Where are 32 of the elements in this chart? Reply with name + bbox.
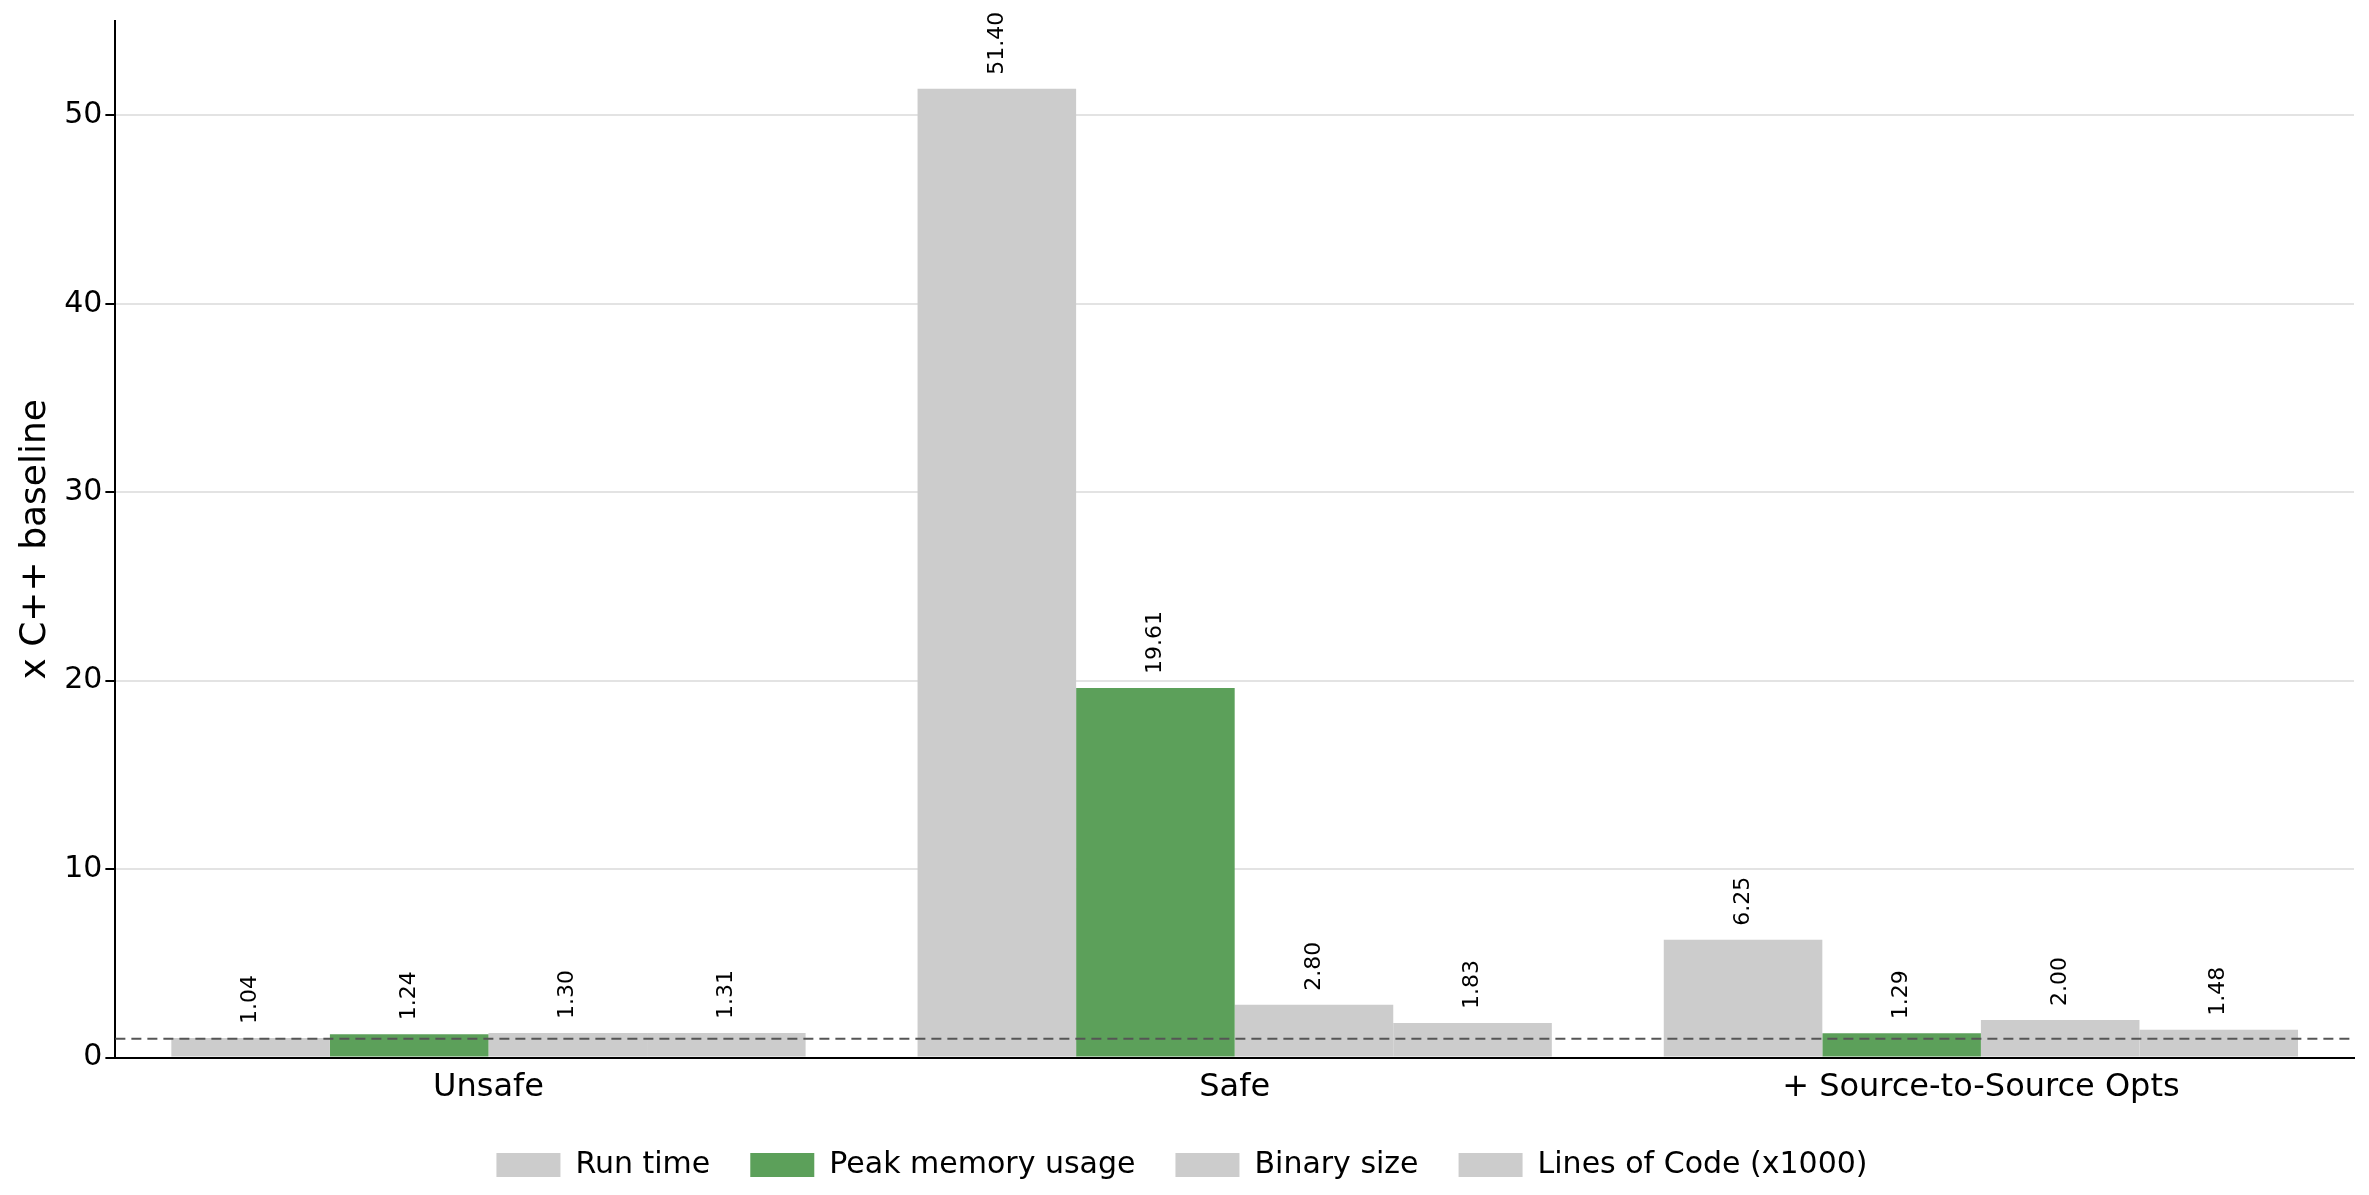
legend-label: Run time (575, 1144, 711, 1180)
bar (329, 1034, 489, 1057)
data-label: 1.24 (394, 971, 420, 1021)
data-label: 1.48 (2204, 966, 2230, 1016)
y-tick-label: 30 (64, 471, 103, 507)
data-label: 1.30 (553, 970, 579, 1020)
y-tick-label: 40 (64, 283, 103, 319)
legend-label: Peak memory usage (829, 1144, 1136, 1180)
y-tick-label: 20 (64, 660, 103, 696)
y-tick-label: 0 (83, 1037, 103, 1073)
data-label: 19.61 (1141, 611, 1167, 675)
x-tick-label: Unsafe (433, 1066, 544, 1105)
legend-label: Binary size (1254, 1144, 1419, 1180)
bar (171, 1038, 330, 1057)
data-label: 51.40 (982, 11, 1008, 75)
data-label: 1.04 (236, 975, 262, 1024)
data-label: 2.80 (1299, 941, 1325, 991)
bar (1076, 688, 1235, 1057)
data-label: 2.00 (2045, 956, 2071, 1006)
data-label: 6.25 (1728, 876, 1754, 926)
y-tick-label: 50 (64, 95, 103, 131)
data-label: 1.29 (1887, 970, 1913, 1020)
bar (1822, 1033, 1981, 1057)
y-axis-title: x C++ baseline (11, 399, 53, 680)
data-label: 1.83 (1458, 960, 1484, 1010)
data-label: 1.31 (712, 969, 738, 1019)
legend-label: Lines of Code (x1000) (1537, 1144, 1868, 1180)
bar (917, 88, 1077, 1057)
y-tick-label: 10 (64, 848, 103, 884)
x-tick-label: + Source-to-Source Opts (1782, 1066, 2180, 1105)
bar (1663, 939, 1823, 1057)
x-tick-label: Safe (1199, 1066, 1271, 1105)
